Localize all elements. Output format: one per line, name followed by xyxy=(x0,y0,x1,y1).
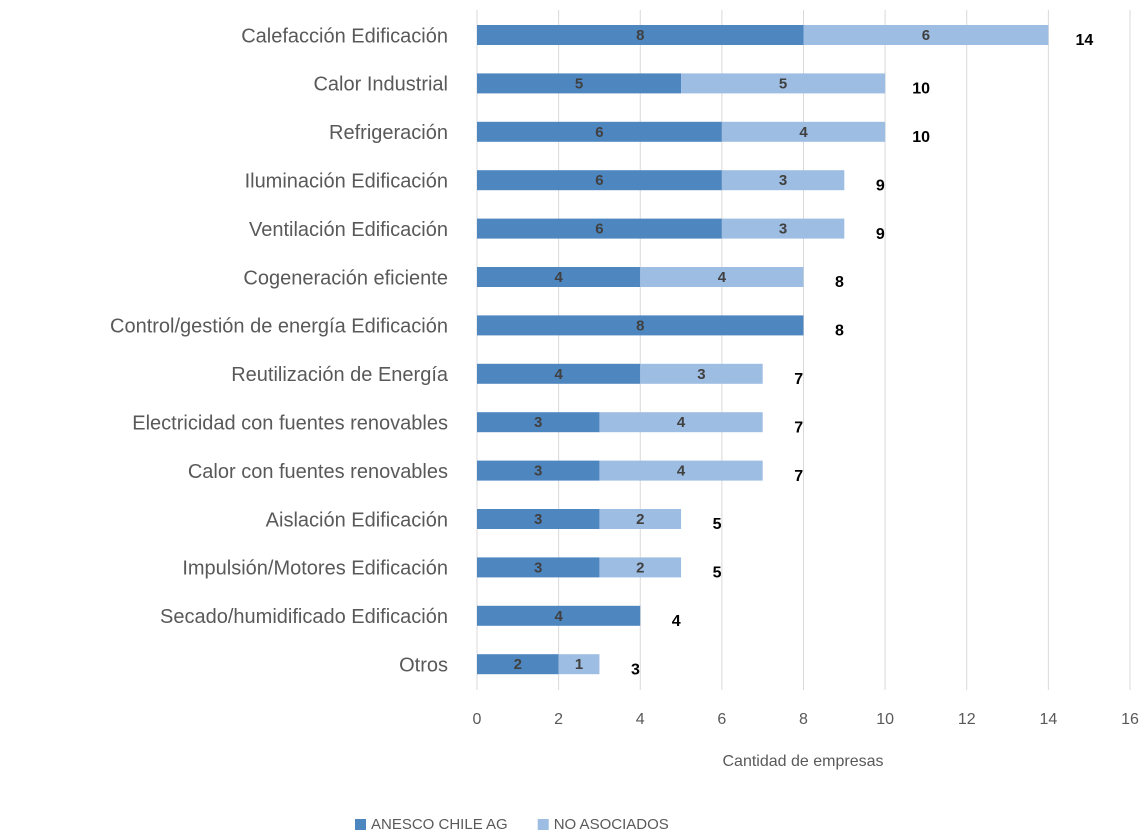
data-label: 6 xyxy=(595,124,603,141)
total-label: 10 xyxy=(912,129,930,146)
bar-segment xyxy=(477,509,600,529)
bar-segment xyxy=(640,363,763,384)
bar-segment xyxy=(721,218,845,239)
x-tick-label: 2 xyxy=(554,711,563,728)
data-label: 4 xyxy=(799,124,808,141)
legend-swatch xyxy=(355,819,366,830)
data-label: 5 xyxy=(779,75,787,92)
bar-segment xyxy=(599,460,763,481)
bar-segment xyxy=(477,73,682,94)
total-label: 5 xyxy=(713,565,722,582)
total-label: 8 xyxy=(835,323,844,340)
data-label: 6 xyxy=(595,221,603,238)
data-label: 4 xyxy=(718,269,727,286)
y-tick-label: Reutilización de Energía xyxy=(231,364,449,386)
total-label: 4 xyxy=(672,613,681,630)
legend-swatch xyxy=(537,819,549,830)
x-tick-label: 10 xyxy=(876,711,894,728)
bar-segment xyxy=(599,509,682,529)
y-tick-label: Impulsión/Motores Edificación xyxy=(182,558,448,580)
data-label: 3 xyxy=(534,559,542,576)
data-label: 6 xyxy=(922,27,930,44)
bar-segment xyxy=(477,654,559,675)
data-label: 4 xyxy=(677,463,686,480)
bar-segment xyxy=(477,121,722,142)
bar-segment xyxy=(640,267,804,287)
total-label: 7 xyxy=(794,371,803,388)
y-tick-label: Iluminación Edificación xyxy=(245,170,448,192)
y-tick-label: Electricidad con fuentes renovables xyxy=(132,412,448,434)
x-tick-label: 14 xyxy=(1039,711,1057,728)
x-axis-title: Cantidad de empresas xyxy=(723,753,884,770)
data-label: 3 xyxy=(534,511,542,528)
y-tick-label: Cogeneración eficiente xyxy=(243,267,448,289)
y-tick-label: Calor con fuentes renovables xyxy=(188,461,448,483)
total-label: 10 xyxy=(912,81,930,98)
x-tick-label: 6 xyxy=(717,711,726,728)
data-label: 4 xyxy=(554,608,563,625)
bar-segment xyxy=(599,557,682,578)
data-label: 3 xyxy=(534,414,542,431)
total-label: 9 xyxy=(876,177,885,194)
data-label: 2 xyxy=(636,511,644,528)
data-label: 1 xyxy=(575,656,583,673)
data-label: 8 xyxy=(636,317,644,334)
x-tick-label: 12 xyxy=(958,711,976,728)
total-label: 14 xyxy=(1075,32,1093,49)
bar-segment xyxy=(477,170,722,191)
data-label: 3 xyxy=(779,172,787,189)
bar-segment xyxy=(477,315,804,336)
bar-segment xyxy=(477,557,600,578)
bar-segment xyxy=(477,363,641,384)
data-label: 3 xyxy=(779,221,787,238)
bar-segment xyxy=(721,121,886,142)
x-tick-label: 4 xyxy=(636,711,645,728)
legend-label: ANESCO CHILE AG xyxy=(371,816,508,833)
data-label: 3 xyxy=(534,463,542,480)
total-label: 7 xyxy=(794,468,803,485)
data-label: 4 xyxy=(554,269,563,286)
data-label: 6 xyxy=(595,172,603,189)
bar-segment xyxy=(477,412,600,433)
bar-segment xyxy=(477,605,641,626)
total-label: 5 xyxy=(713,516,722,533)
x-tick-label: 8 xyxy=(799,711,808,728)
x-tick-label: 16 xyxy=(1121,711,1139,728)
y-tick-label: Ventilación Edificación xyxy=(249,219,448,241)
y-tick-label: Control/gestión de energía Edificación xyxy=(110,316,448,338)
y-tick-label: Otros xyxy=(399,654,448,676)
data-label: 4 xyxy=(554,366,563,383)
legend-label: NO ASOCIADOS xyxy=(554,816,669,833)
data-label: 8 xyxy=(636,27,644,44)
bar-segment xyxy=(477,25,804,45)
bar-segment xyxy=(721,170,845,191)
y-tick-label: Refrigeración xyxy=(329,122,448,144)
bar-segment xyxy=(681,73,886,94)
y-tick-label: Calor Industrial xyxy=(313,74,448,96)
bar-segment xyxy=(477,267,641,287)
total-label: 8 xyxy=(835,274,844,291)
x-tick-label: 0 xyxy=(473,711,482,728)
bar-segment xyxy=(477,460,600,481)
data-label: 4 xyxy=(677,414,686,431)
data-label: 5 xyxy=(575,75,583,92)
total-label: 3 xyxy=(631,661,640,678)
bar-segment xyxy=(599,412,763,433)
bar-segment xyxy=(803,25,1049,45)
data-label: 3 xyxy=(697,366,705,383)
y-tick-label: Aislación Edificación xyxy=(266,509,448,531)
y-tick-label: Calefacción Edificación xyxy=(241,25,448,47)
y-tick-label: Secado/humidificado Edificación xyxy=(160,606,448,628)
bar-segment xyxy=(477,218,722,239)
data-label: 2 xyxy=(636,559,644,576)
total-label: 7 xyxy=(794,419,803,436)
total-label: 9 xyxy=(876,226,885,243)
bar-segment xyxy=(558,654,600,675)
data-label: 2 xyxy=(514,656,522,673)
